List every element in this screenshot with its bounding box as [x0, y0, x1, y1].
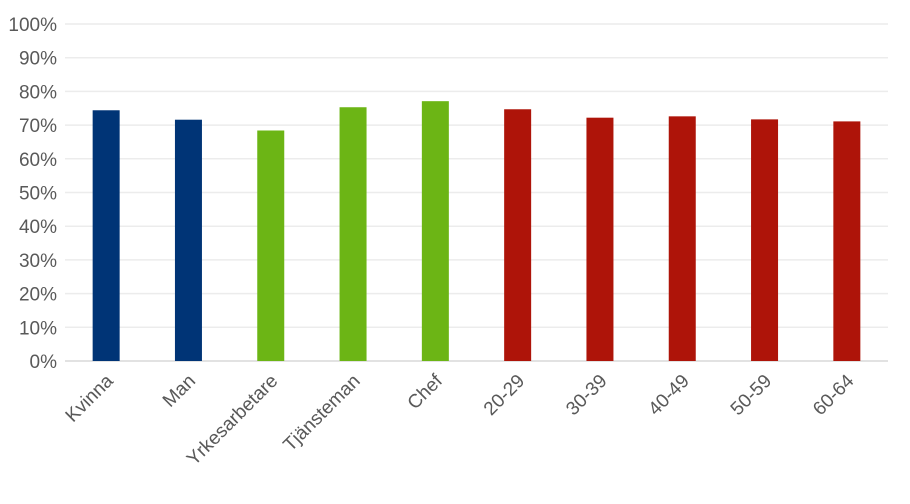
bar-50-59 — [751, 119, 779, 361]
bar-20-29 — [504, 109, 532, 361]
bar-60-64 — [833, 121, 861, 361]
x-tick-label: 40-49 — [645, 371, 694, 420]
y-tick-label: 100% — [8, 15, 57, 36]
x-tick-label: Chef — [404, 370, 448, 414]
bar-kvinna — [92, 110, 120, 361]
bar-30-39 — [586, 117, 614, 361]
bar-tjänsteman — [339, 107, 367, 361]
x-tick-label: Man — [159, 371, 200, 412]
y-tick-label: 10% — [19, 318, 57, 339]
y-tick-label: 30% — [19, 251, 57, 272]
x-tick-label: 20-29 — [480, 371, 529, 420]
x-tick-label: 30-39 — [562, 371, 611, 420]
x-tick-label: Kvinna — [62, 370, 118, 426]
x-tick-label: 60-64 — [809, 370, 859, 420]
y-tick-label: 80% — [19, 82, 57, 103]
y-tick-label: 70% — [19, 116, 57, 137]
bar-man — [174, 119, 202, 361]
bar-yrkesarbetare — [257, 130, 285, 361]
y-tick-label: 50% — [19, 184, 57, 205]
bar-chef — [421, 101, 449, 361]
y-tick-label: 60% — [19, 150, 57, 171]
bar-40-49 — [668, 116, 696, 361]
x-tick-label: 50-59 — [727, 371, 776, 420]
y-tick-label: 40% — [19, 217, 57, 238]
x-tick-label: Tjänsteman — [280, 371, 365, 456]
y-tick-label: 20% — [19, 285, 57, 306]
y-tick-label: 0% — [30, 352, 58, 373]
y-tick-label: 90% — [19, 49, 57, 70]
